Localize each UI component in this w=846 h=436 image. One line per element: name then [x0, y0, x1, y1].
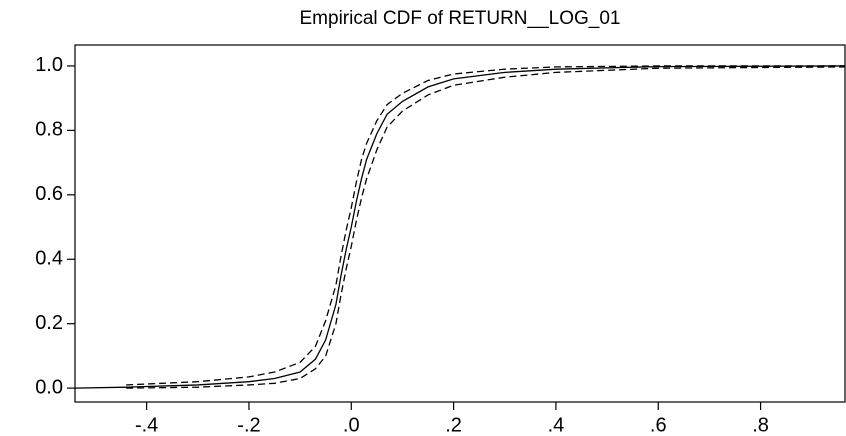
plot-frame	[74, 44, 846, 403]
y-tick-label: 0.2	[35, 312, 63, 334]
x-tick-label: .0	[343, 414, 360, 436]
x-tick-label: -.4	[135, 414, 158, 436]
x-tick-label: .4	[548, 414, 565, 436]
y-tick-label: 0.0	[35, 376, 63, 398]
y-tick-label: 0.6	[35, 183, 63, 205]
chart-title: Empirical CDF of RETURN__LOG_01	[300, 8, 621, 29]
y-tick-label: 0.8	[35, 119, 63, 141]
confidence-band	[126, 65, 845, 386]
y-tick-label: 1.0	[35, 54, 63, 76]
confidence-band	[126, 66, 846, 389]
x-tick-label: .2	[445, 414, 462, 436]
cdf-line	[74, 65, 846, 389]
y-tick-label: 0.4	[35, 248, 63, 270]
x-tick-label: -.2	[237, 414, 260, 436]
x-tick-label: .8	[752, 414, 769, 436]
x-tick-label: .6	[650, 414, 667, 436]
